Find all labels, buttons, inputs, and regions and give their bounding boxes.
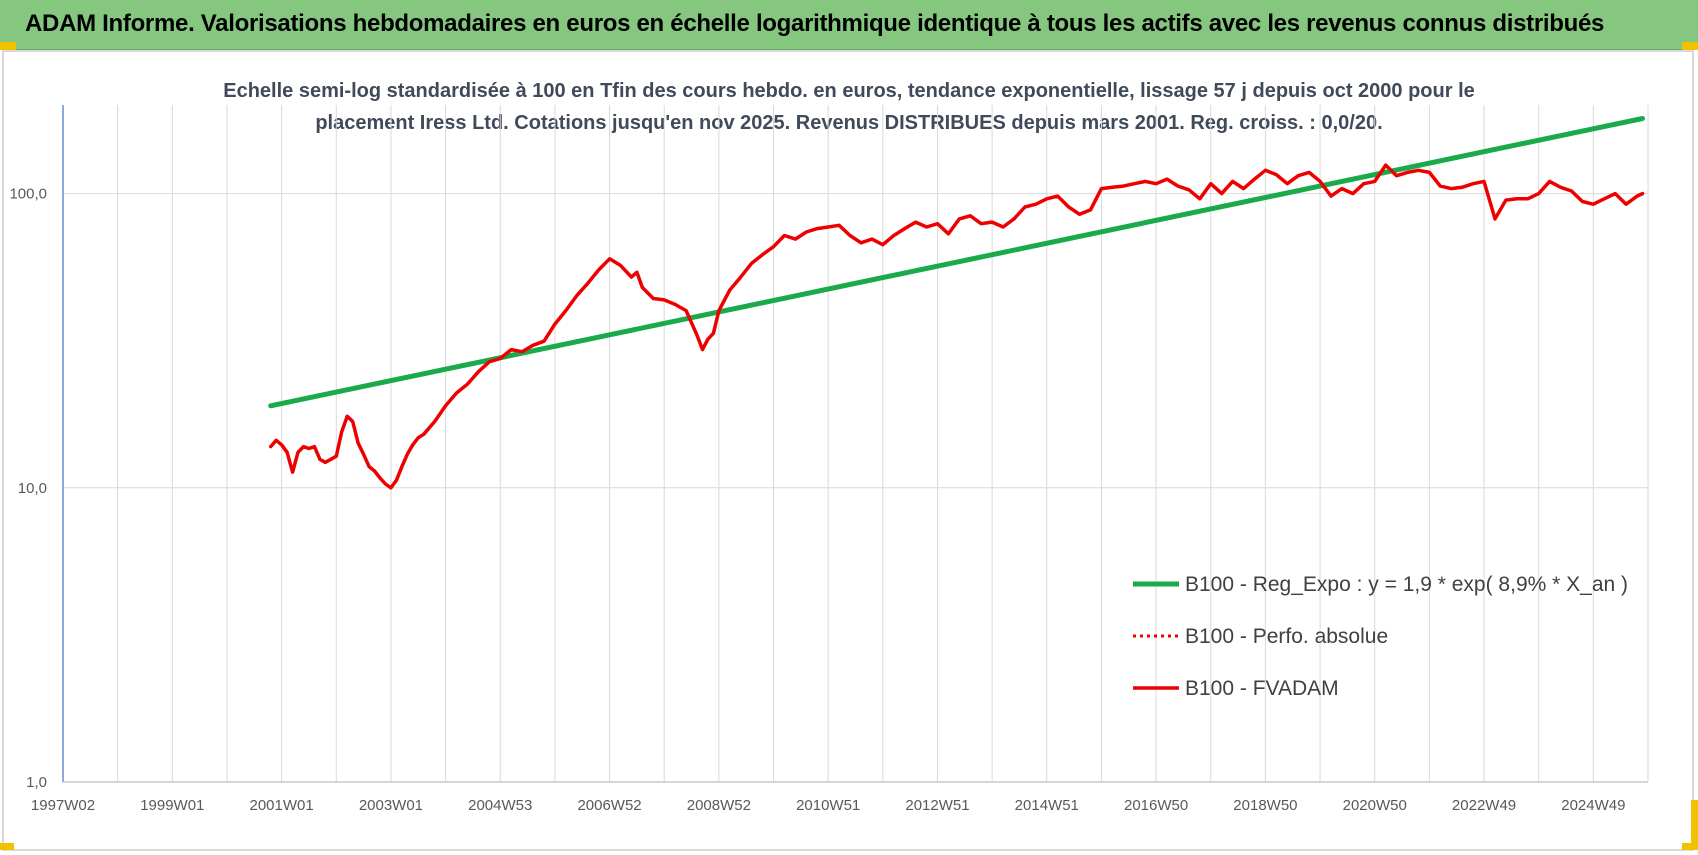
corner-marker-bottom-right: [1691, 800, 1698, 846]
x-tick-label: 2010W51: [796, 797, 860, 814]
x-tick-label: 2018W50: [1233, 797, 1297, 814]
page-title: ADAM Informe. Valorisations hebdomadaire…: [25, 10, 1605, 37]
x-tick-label: 1999W01: [140, 797, 204, 814]
x-tick-label: 2022W49: [1452, 797, 1516, 814]
legend-label: B100 - FVADAM: [1185, 677, 1339, 700]
x-tick-label: 2006W52: [577, 797, 641, 814]
chart-frame: [2, 50, 1694, 851]
x-tick-label: 2020W50: [1343, 797, 1407, 814]
chart-subtitle-line-2: placement Iress Ltd. Cotations jusqu'en …: [315, 112, 1382, 134]
x-tick-label: 2003W01: [359, 797, 423, 814]
tick-labels: 1,0 10,0 100,0 1997W02 1999W01 2001W01 2003W01…: [9, 186, 1625, 814]
x-tick-label: 2014W51: [1015, 797, 1079, 814]
series-line-solid-green: [268, 116, 1645, 409]
x-tick-label: 2004W53: [468, 797, 532, 814]
legend-label: B100 - Reg_Expo : y = 1,9 * exp( 8,9% * …: [1185, 573, 1628, 596]
y-tick-label: 1,0: [26, 774, 47, 791]
x-tick-label: 2024W49: [1561, 797, 1625, 814]
x-tick-label: 2008W52: [687, 797, 751, 814]
legend-label: B100 - Perfo. absolue: [1185, 625, 1388, 648]
corner-marker-bottom-left: [0, 843, 14, 850]
y-tick-label: 100,0: [9, 186, 47, 203]
corner-marker-top-left: [0, 42, 16, 50]
y-tick-label: 10,0: [18, 480, 47, 497]
chart-subtitle: Echelle semi-log standardisée à 100 en T…: [223, 80, 1475, 134]
legend: B100 - Reg_Expo : y = 1,9 * exp( 8,9% * …: [1133, 573, 1628, 700]
corner-marker-top-right: [1682, 42, 1698, 50]
x-tick-label: 1997W02: [31, 797, 95, 814]
title-bar: ADAM Informe. Valorisations hebdomadaire…: [0, 0, 1698, 50]
x-tick-label: 2001W01: [250, 797, 314, 814]
gridlines: [62, 105, 1649, 783]
chart-subtitle-line-1: Echelle semi-log standardisée à 100 en T…: [223, 80, 1475, 102]
series-layer: [268, 116, 1645, 490]
x-tick-label: 2012W51: [905, 797, 969, 814]
x-tick-label: 2016W50: [1124, 797, 1188, 814]
series-line-solid-red: [268, 163, 1645, 490]
axes: [62, 105, 1648, 783]
corner-marker-bottom-right-foot: [1682, 843, 1698, 850]
